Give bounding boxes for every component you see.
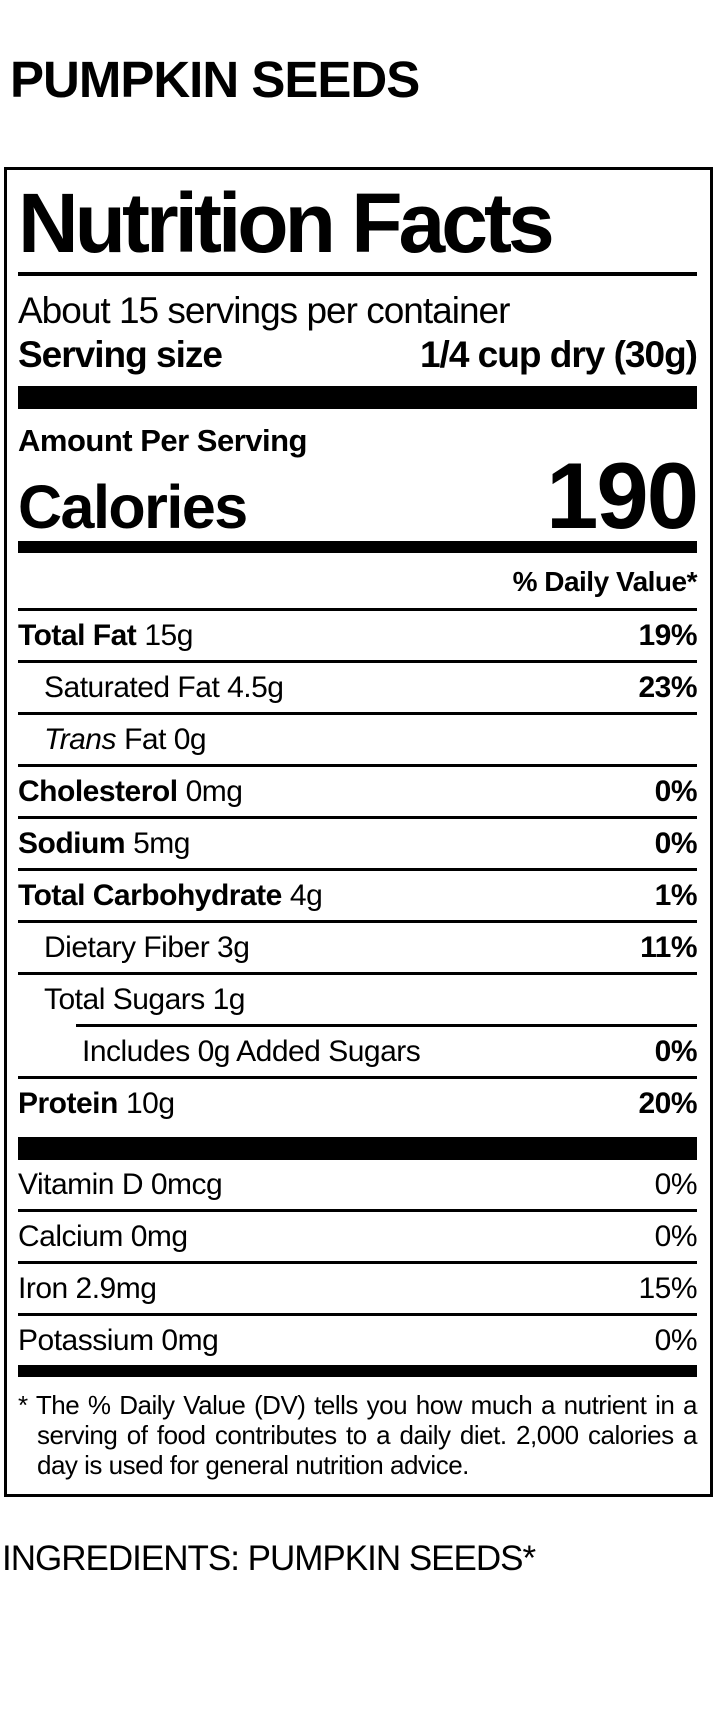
vitamin-daily-value: 15%	[638, 1272, 697, 1306]
servings-per-container: About 15 servings per container	[18, 290, 510, 332]
nutrient-daily-value: 1%	[654, 879, 698, 913]
nutrient-row-trans-fat: Trans Fat 0g	[18, 712, 697, 764]
daily-value-header: % Daily Value*	[512, 566, 698, 598]
daily-value-footnote: * The % Daily Value (DV) tells you how m…	[18, 1390, 698, 1481]
vitamin-label: Potassium 0mg	[18, 1324, 219, 1358]
thick-divider-bar	[18, 1137, 697, 1161]
nutrient-label: Cholesterol 0mg	[18, 775, 243, 809]
nutrient-daily-value: 23%	[638, 671, 697, 705]
nutrient-label: Total Fat 15g	[18, 619, 193, 653]
nutrition-facts-label: Nutrition Facts About 15 servings per co…	[4, 167, 713, 1498]
vitamin-daily-value: 0%	[654, 1324, 698, 1358]
nutrient-row-total-sugars: Total Sugars 1g	[18, 972, 697, 1024]
nutrient-daily-value: 20%	[638, 1087, 697, 1121]
amount-per-serving-label: Amount Per Serving	[18, 423, 308, 459]
vitamin-rows: Vitamin D 0mcg 0% Calcium 0mg 0% Iron 2.…	[18, 1160, 698, 1365]
nutrient-row-dietary-fiber: Dietary Fiber 3g 11%	[18, 920, 697, 972]
nutrient-daily-value: 11%	[640, 931, 697, 965]
nutrient-row-total-carbohydrate: Total Carbohydrate 4g 1%	[18, 868, 698, 920]
nutrient-row-total-fat: Total Fat 15g 19%	[18, 608, 697, 660]
serving-size-value: 1/4 cup dry (30g)	[419, 333, 698, 375]
medium-divider-bar	[18, 541, 697, 554]
vitamin-row-calcium: Calcium 0mg 0%	[18, 1209, 698, 1261]
product-title: PUMPKIN SEEDS	[10, 51, 420, 108]
nutrient-label: Total Carbohydrate 4g	[18, 879, 323, 913]
medium-divider-bar	[18, 1365, 697, 1378]
ingredients-line: INGREDIENTS: PUMPKIN SEEDS*	[2, 1539, 536, 1579]
nutrient-row-cholesterol: Cholesterol 0mg 0%	[18, 764, 698, 816]
nutrient-label: Sodium 5mg	[18, 827, 190, 861]
vitamin-daily-value: 0%	[654, 1220, 698, 1254]
vitamin-row-iron: Iron 2.9mg 15%	[18, 1261, 697, 1313]
nutrient-rows: Total Fat 15g 19% Saturated Fat 4.5g 23% …	[18, 608, 698, 1128]
vitamin-label: Iron 2.9mg	[18, 1272, 157, 1306]
heading-divider	[18, 272, 697, 277]
thick-divider-bar	[18, 386, 697, 410]
nutrient-daily-value: 0%	[654, 775, 698, 809]
nutrient-label: Dietary Fiber 3g	[44, 931, 250, 965]
nutrition-facts-heading: Nutrition Facts	[18, 176, 555, 270]
serving-size-row: Serving size 1/4 cup dry (30g)	[18, 333, 698, 377]
calories-label: Calories	[18, 473, 248, 542]
nutrient-label: Trans Fat 0g	[44, 723, 207, 757]
vitamin-row-vitamin-d: Vitamin D 0mcg 0%	[18, 1160, 698, 1209]
nutrient-label: Saturated Fat 4.5g	[44, 671, 284, 705]
nutrient-row-added-sugars: Includes 0g Added Sugars 0%	[76, 1024, 698, 1076]
calories-row: Calories 190	[18, 443, 699, 549]
nutrient-daily-value: 0%	[654, 1035, 698, 1069]
vitamin-daily-value: 0%	[654, 1168, 698, 1202]
calories-value: 190	[546, 443, 699, 549]
serving-size-label: Serving size	[18, 333, 223, 375]
nutrient-daily-value: 0%	[654, 827, 698, 861]
nutrient-row-protein: Protein 10g 20%	[18, 1076, 697, 1128]
vitamin-label: Calcium 0mg	[18, 1220, 188, 1254]
nutrient-label: Total Sugars 1g	[44, 983, 245, 1017]
nutrient-label: Protein 10g	[18, 1087, 175, 1121]
nutrient-label: Includes 0g Added Sugars	[82, 1035, 421, 1069]
vitamin-row-potassium: Potassium 0mg 0%	[18, 1313, 698, 1365]
nutrient-daily-value: 19%	[638, 619, 697, 653]
nutrient-row-sodium: Sodium 5mg 0%	[18, 816, 698, 868]
nutrient-row-saturated-fat: Saturated Fat 4.5g 23%	[18, 660, 697, 712]
vitamin-label: Vitamin D 0mcg	[18, 1168, 223, 1202]
